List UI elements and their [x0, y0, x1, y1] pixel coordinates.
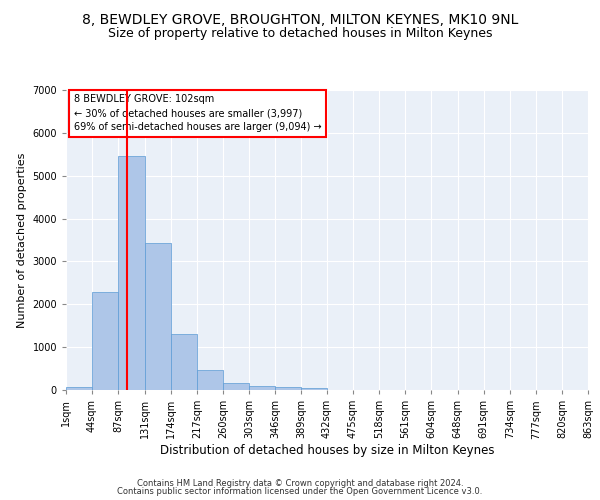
Bar — [301, 388, 327, 390]
Text: 8 BEWDLEY GROVE: 102sqm
← 30% of detached houses are smaller (3,997)
69% of semi: 8 BEWDLEY GROVE: 102sqm ← 30% of detache… — [74, 94, 322, 132]
Y-axis label: Number of detached properties: Number of detached properties — [17, 152, 27, 328]
Bar — [197, 370, 223, 390]
Bar — [118, 156, 145, 390]
Text: 8, BEWDLEY GROVE, BROUGHTON, MILTON KEYNES, MK10 9NL: 8, BEWDLEY GROVE, BROUGHTON, MILTON KEYN… — [82, 12, 518, 26]
Text: Contains public sector information licensed under the Open Government Licence v3: Contains public sector information licen… — [118, 487, 482, 496]
Bar — [275, 387, 301, 390]
Text: Contains HM Land Registry data © Crown copyright and database right 2024.: Contains HM Land Registry data © Crown c… — [137, 478, 463, 488]
Bar — [171, 334, 197, 390]
Bar — [66, 387, 92, 390]
Bar — [145, 242, 171, 390]
Text: Size of property relative to detached houses in Milton Keynes: Size of property relative to detached ho… — [108, 28, 492, 40]
X-axis label: Distribution of detached houses by size in Milton Keynes: Distribution of detached houses by size … — [160, 444, 494, 457]
Bar — [249, 386, 275, 390]
Bar — [92, 292, 118, 390]
Bar — [223, 384, 249, 390]
